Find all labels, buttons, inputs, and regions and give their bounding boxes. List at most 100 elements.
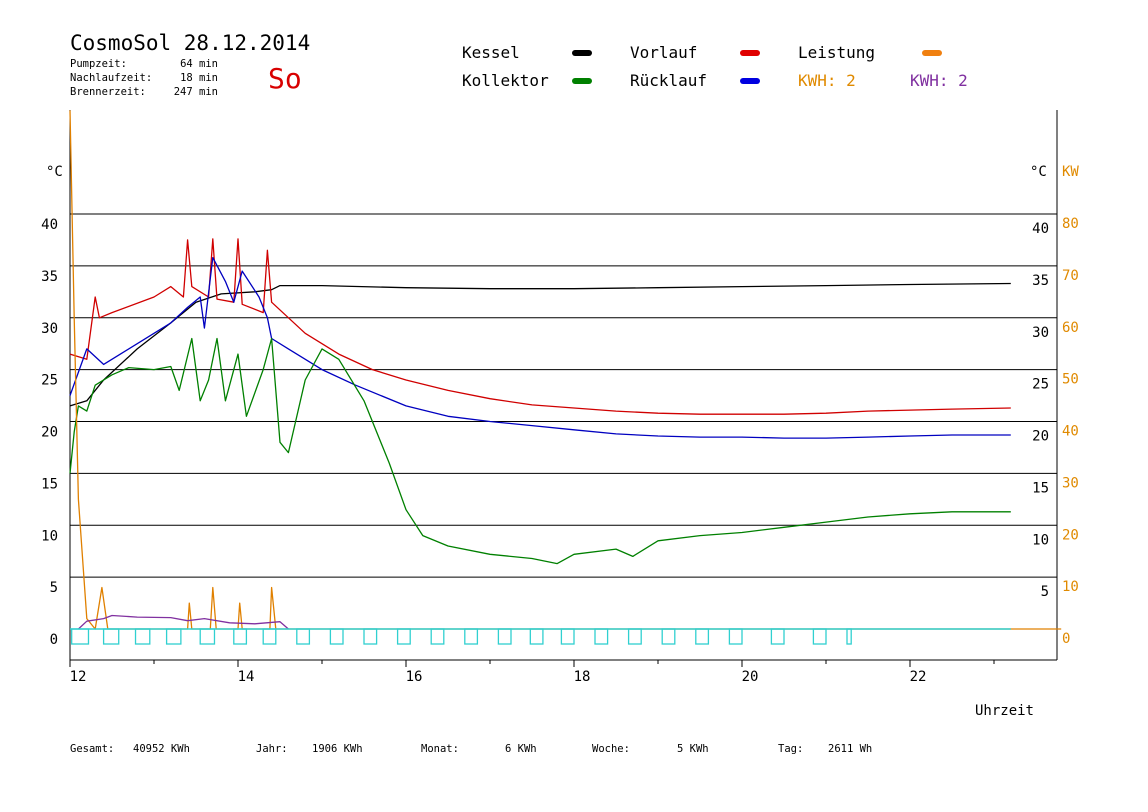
y-tick-power-60: 60 — [1062, 320, 1079, 336]
y-tick-left-20: 20 — [41, 425, 58, 441]
footer-woche-value: 5 KWh — [677, 743, 709, 755]
tick-labels: 0 5 10 15 20 25 30 35 40 5 10 15 20 25 30 35 40 0 10 20 30 40… — [41, 164, 1079, 719]
pump-on-interval-15 — [560, 628, 575, 645]
x-tick-20: 20 — [742, 669, 759, 685]
footer-tag-value: 2611 Wh — [828, 743, 873, 755]
pump-indicator — [70, 628, 1011, 645]
y-tick-left-15: 15 — [41, 476, 58, 492]
footer-monat-value: 6 KWh — [505, 743, 537, 755]
weekday-label: So — [268, 62, 302, 95]
legend-vorlauf-swatch — [740, 50, 760, 56]
stat-value-pumpzeit: 64 min — [180, 58, 218, 70]
pump-on-interval-1 — [102, 628, 120, 645]
legend-kollektor-swatch — [572, 78, 592, 84]
pump-on-interval-19 — [695, 628, 710, 645]
y-tick-power-10: 10 — [1062, 579, 1079, 595]
y-tick-left-0: 0 — [50, 632, 58, 648]
pump-on-interval-3 — [165, 628, 182, 645]
y-tick-power-50: 50 — [1062, 372, 1079, 388]
x-tick-14: 14 — [238, 669, 255, 685]
pump-on-interval-11 — [430, 628, 445, 645]
y-tick-right-25: 25 — [1032, 377, 1049, 393]
grid-lines — [70, 213, 1057, 630]
series-kwh — [77, 614, 289, 630]
legend-kwh-orange: KWH: 2 — [798, 71, 856, 90]
y-tick-power-30: 30 — [1062, 475, 1079, 491]
stat-label-nachlaufzeit: Nachlaufzeit: — [70, 72, 153, 84]
pump-on-interval-16 — [594, 628, 609, 645]
y-tick-left-35: 35 — [41, 269, 58, 285]
stat-label-brennerzeit: Brennerzeit: — [70, 86, 146, 98]
y-tick-power-80: 80 — [1062, 216, 1079, 232]
pump-on-interval-23 — [846, 628, 852, 645]
legend-vorlauf-label: Vorlauf — [630, 43, 698, 62]
pump-on-interval-10 — [396, 628, 411, 645]
pump-on-interval-8 — [329, 628, 344, 645]
series-kollektor — [69, 337, 1011, 565]
page-title: CosmoSol 28.12.2014 — [70, 31, 311, 55]
series-kessel — [69, 282, 1011, 407]
y-tick-right-20: 20 — [1032, 429, 1049, 445]
x-axis-label: Uhrzeit — [975, 703, 1034, 719]
footer-jahr-label: Jahr: — [256, 743, 288, 755]
footer-tag-label: Tag: — [778, 743, 804, 755]
y-tick-left-25: 25 — [41, 373, 58, 389]
y-tick-right-15: 15 — [1032, 480, 1049, 496]
series-rcklauf — [69, 256, 1011, 439]
legend-kwh-purple: KWH: 2 — [910, 71, 968, 90]
pump-on-interval-14 — [529, 628, 544, 645]
stat-label-pumpzeit: Pumpzeit: — [70, 58, 127, 70]
y-tick-left-5: 5 — [50, 580, 58, 596]
legend-kessel-label: Kessel — [462, 43, 520, 62]
stat-value-brennerzeit: 247 min — [173, 86, 218, 98]
y-axis-label-right: °C — [1030, 164, 1047, 180]
footer-monat-label: Monat: — [421, 743, 459, 755]
pump-on-interval-22 — [812, 628, 827, 645]
y-tick-power-40: 40 — [1062, 424, 1079, 440]
pump-on-interval-18 — [661, 628, 676, 645]
legend-kessel-swatch — [572, 50, 592, 56]
footer-gesamt-label: Gesamt: — [70, 743, 115, 755]
y-tick-left-40: 40 — [41, 217, 58, 233]
stat-value-nachlaufzeit: 18 min — [180, 72, 218, 84]
y-tick-power-70: 70 — [1062, 268, 1079, 284]
y-tick-right-30: 30 — [1032, 325, 1049, 341]
y-tick-right-10: 10 — [1032, 532, 1049, 548]
x-tick-18: 18 — [574, 669, 591, 685]
legend-ruecklauf-label: Rücklauf — [630, 71, 708, 90]
footer-woche-label: Woche: — [592, 743, 630, 755]
y-tick-right-5: 5 — [1041, 584, 1049, 600]
pump-on-interval-5 — [233, 628, 248, 645]
footer-jahr-value: 1906 KWh — [312, 743, 363, 755]
y-tick-left-10: 10 — [41, 528, 58, 544]
y-tick-power-0: 0 — [1062, 631, 1070, 647]
pump-on-interval-9 — [363, 628, 378, 645]
pump-on-interval-12 — [464, 628, 479, 645]
axes — [69, 110, 1058, 667]
y-tick-left-30: 30 — [41, 321, 58, 337]
y-tick-power-20: 20 — [1062, 527, 1079, 543]
pump-on-interval-6 — [262, 628, 277, 645]
footer-gesamt-value: 40952 KWh — [133, 743, 190, 755]
series-vorlauf — [69, 238, 1011, 415]
pump-on-interval-0 — [71, 628, 90, 645]
pump-on-interval-17 — [627, 628, 642, 645]
pump-on-interval-13 — [497, 628, 512, 645]
pump-on-interval-7 — [296, 628, 311, 645]
pump-on-interval-20 — [728, 628, 743, 645]
y-tick-right-35: 35 — [1032, 273, 1049, 289]
y-tick-right-40: 40 — [1032, 221, 1049, 237]
pump-on-interval-4 — [199, 628, 216, 645]
x-tick-12: 12 — [70, 669, 87, 685]
legend-leistung-swatch — [922, 50, 942, 56]
pump-on-interval-21 — [770, 628, 785, 645]
y-axis-label-left: °C — [46, 164, 63, 180]
x-tick-16: 16 — [406, 669, 423, 685]
pump-on-interval-2 — [134, 628, 151, 645]
y-axis-label-power: KW — [1062, 164, 1079, 180]
legend-kollektor-label: Kollektor — [462, 71, 549, 90]
x-tick-22: 22 — [910, 669, 927, 685]
legend-ruecklauf-swatch — [740, 78, 760, 84]
legend-leistung-label: Leistung — [798, 43, 876, 62]
